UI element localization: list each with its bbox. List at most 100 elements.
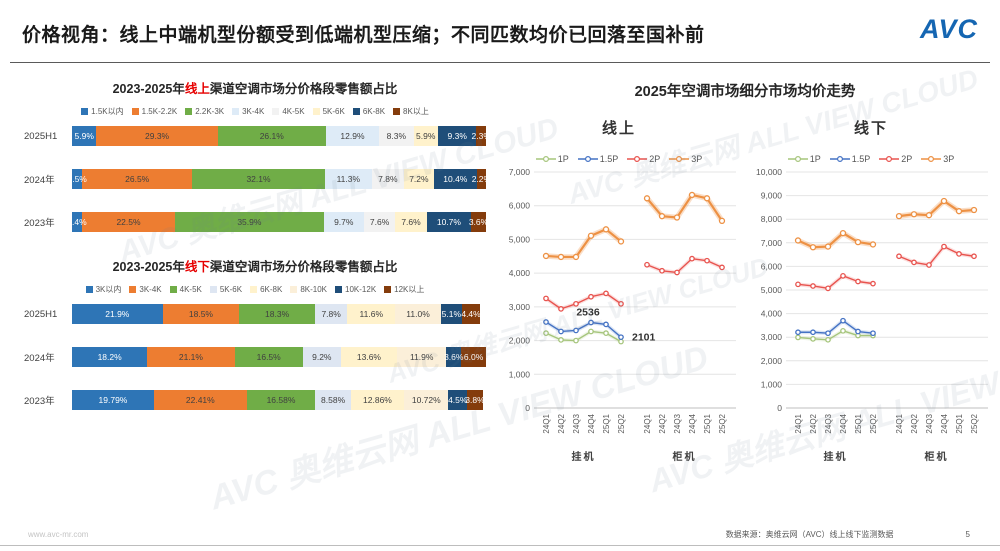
y-axis-tick: 0	[525, 403, 530, 413]
legend-label: 4K-5K	[282, 107, 305, 116]
data-point	[689, 255, 695, 262]
bar-segment-label: 2.3%	[471, 131, 491, 141]
bar-segment-label: 10.7%	[436, 217, 461, 227]
data-point	[926, 262, 932, 268]
series-line	[646, 193, 723, 222]
data-point	[588, 328, 594, 335]
bar-segment-label: 18.3%	[265, 309, 290, 319]
legend-marker	[879, 155, 900, 163]
y-axis-tick: 1,000	[761, 379, 783, 389]
legend-swatch	[335, 286, 343, 293]
data-point	[839, 229, 847, 237]
bar-segment-label: 11.6%	[359, 309, 384, 319]
legend-label: 3K以内	[95, 285, 122, 294]
data-point	[603, 290, 609, 297]
bar-segment: 11.9%	[397, 347, 447, 367]
x-axis-tick: 24Q4	[587, 413, 596, 433]
data-point	[956, 251, 962, 257]
bar-chart-title-highlight: 线上	[184, 82, 210, 96]
data-point	[543, 295, 549, 302]
legend-label: 3K-4K	[242, 107, 265, 116]
bar-segment-label: 5.9%	[74, 131, 94, 141]
bar-segment-label: 18.5%	[188, 309, 213, 319]
footer: www.avc-mr.com 数据来源：奥维云网（AVC）线上线下监测数据 5	[28, 529, 970, 540]
bar-segment: 18.5%	[162, 304, 240, 324]
bar-segment: 13.6%	[340, 347, 398, 367]
data-label: 2101	[632, 332, 656, 344]
data-point	[557, 253, 565, 261]
legend-label: 1P	[809, 154, 821, 164]
header-divider	[10, 62, 990, 63]
bar-row: 2025H1 21.9% 18.5% 18.3% 7.8% 11.6% 11.0% 5.1% 4…	[24, 304, 486, 324]
x-axis-tick: 24Q3	[673, 413, 682, 433]
legend-item: 10K-12K	[335, 285, 376, 294]
legend-item: 6K-8K	[250, 285, 282, 294]
bar-segment: 7.8%	[371, 169, 404, 189]
data-point	[810, 336, 816, 342]
y-axis-tick: 2,000	[761, 356, 783, 366]
bar-segment: 21.1%	[147, 347, 235, 367]
data-point	[543, 319, 549, 325]
bar-segment: 32.1%	[192, 169, 325, 189]
legend-item: 8K以上	[393, 106, 429, 117]
y-axis-tick: 2,000	[509, 336, 531, 346]
bar-segment-label: 10.72%	[411, 395, 441, 405]
bar-row-label: 2023年	[24, 218, 55, 229]
legend-item: 1P	[535, 154, 569, 164]
footer-website: www.avc-mr.com	[28, 530, 89, 539]
bar-segment: 8.3%	[379, 126, 414, 146]
y-axis-tick: 6,000	[509, 201, 531, 211]
x-axis-tick: 24Q2	[809, 413, 818, 433]
bar-segment: 2.3%	[472, 126, 491, 146]
legend-marker	[829, 155, 850, 163]
data-point	[824, 243, 832, 250]
legend-swatch	[384, 286, 392, 293]
legend-item: 12K以上	[384, 284, 424, 295]
footer-page-number: 5	[965, 530, 970, 539]
bar-track: 19.79% 22.41% 16.58% 8.58% 12.86% 10.72% 4.5% 3…	[72, 390, 486, 410]
data-point	[925, 212, 933, 219]
data-point	[795, 334, 801, 341]
data-point	[840, 317, 846, 324]
x-axis-group-label: 挂机	[824, 450, 848, 463]
legend-marker	[787, 155, 808, 163]
x-axis-tick: 24Q2	[557, 413, 566, 433]
footer-divider	[0, 545, 1000, 546]
legend-label: 5K-6K	[219, 285, 243, 294]
data-point	[810, 283, 816, 289]
bar-segment-label: 9.3%	[447, 131, 467, 141]
bar-segment: 18.2%	[72, 347, 148, 367]
bar-segment-label: 6.0%	[463, 352, 484, 362]
x-axis-tick: 24Q1	[895, 413, 904, 433]
bar-segment: 35.9%	[175, 212, 324, 232]
bar-segment-label: 26.1%	[259, 131, 284, 141]
data-point	[840, 327, 846, 334]
data-point	[910, 211, 918, 218]
legend-label: 2P	[901, 154, 913, 164]
bar-segment: 10.4%	[433, 169, 477, 189]
data-point	[855, 328, 861, 335]
line-panel-subtitle: 线下	[853, 120, 888, 137]
bar-row-label: 2023年	[24, 396, 55, 407]
legend-label: 3P	[943, 154, 955, 164]
bar-segment: 29.3%	[96, 126, 218, 146]
bar-segment-label: 21.1%	[178, 352, 203, 362]
page-title: 价格视角：线上中端机型份额受到低端机型压缩；不同匹数均价已回落至国补前	[22, 25, 705, 46]
x-axis-tick: 24Q4	[940, 413, 949, 433]
bar-segment: 18.3%	[239, 304, 315, 324]
bar-segment-label: 7.6%	[401, 217, 421, 227]
legend-label: 6K-8K	[362, 107, 386, 116]
y-axis-tick: 5,000	[761, 285, 783, 295]
bar-segment-label: 26.5%	[125, 174, 150, 184]
legend-label: 1P	[557, 154, 569, 164]
bar-segment: 2.5%	[67, 169, 87, 189]
data-point	[602, 226, 610, 233]
bar-segment-label: 11.0%	[406, 309, 430, 319]
legend-label: 1.5K以内	[91, 107, 124, 116]
data-point	[543, 330, 549, 337]
legend-swatch	[129, 286, 137, 293]
legend-item: 6K-8K	[352, 107, 386, 116]
y-axis-tick: 8,000	[761, 214, 783, 224]
legend-label: 8K-10K	[300, 285, 328, 294]
bar-segment: 26.1%	[217, 126, 326, 146]
